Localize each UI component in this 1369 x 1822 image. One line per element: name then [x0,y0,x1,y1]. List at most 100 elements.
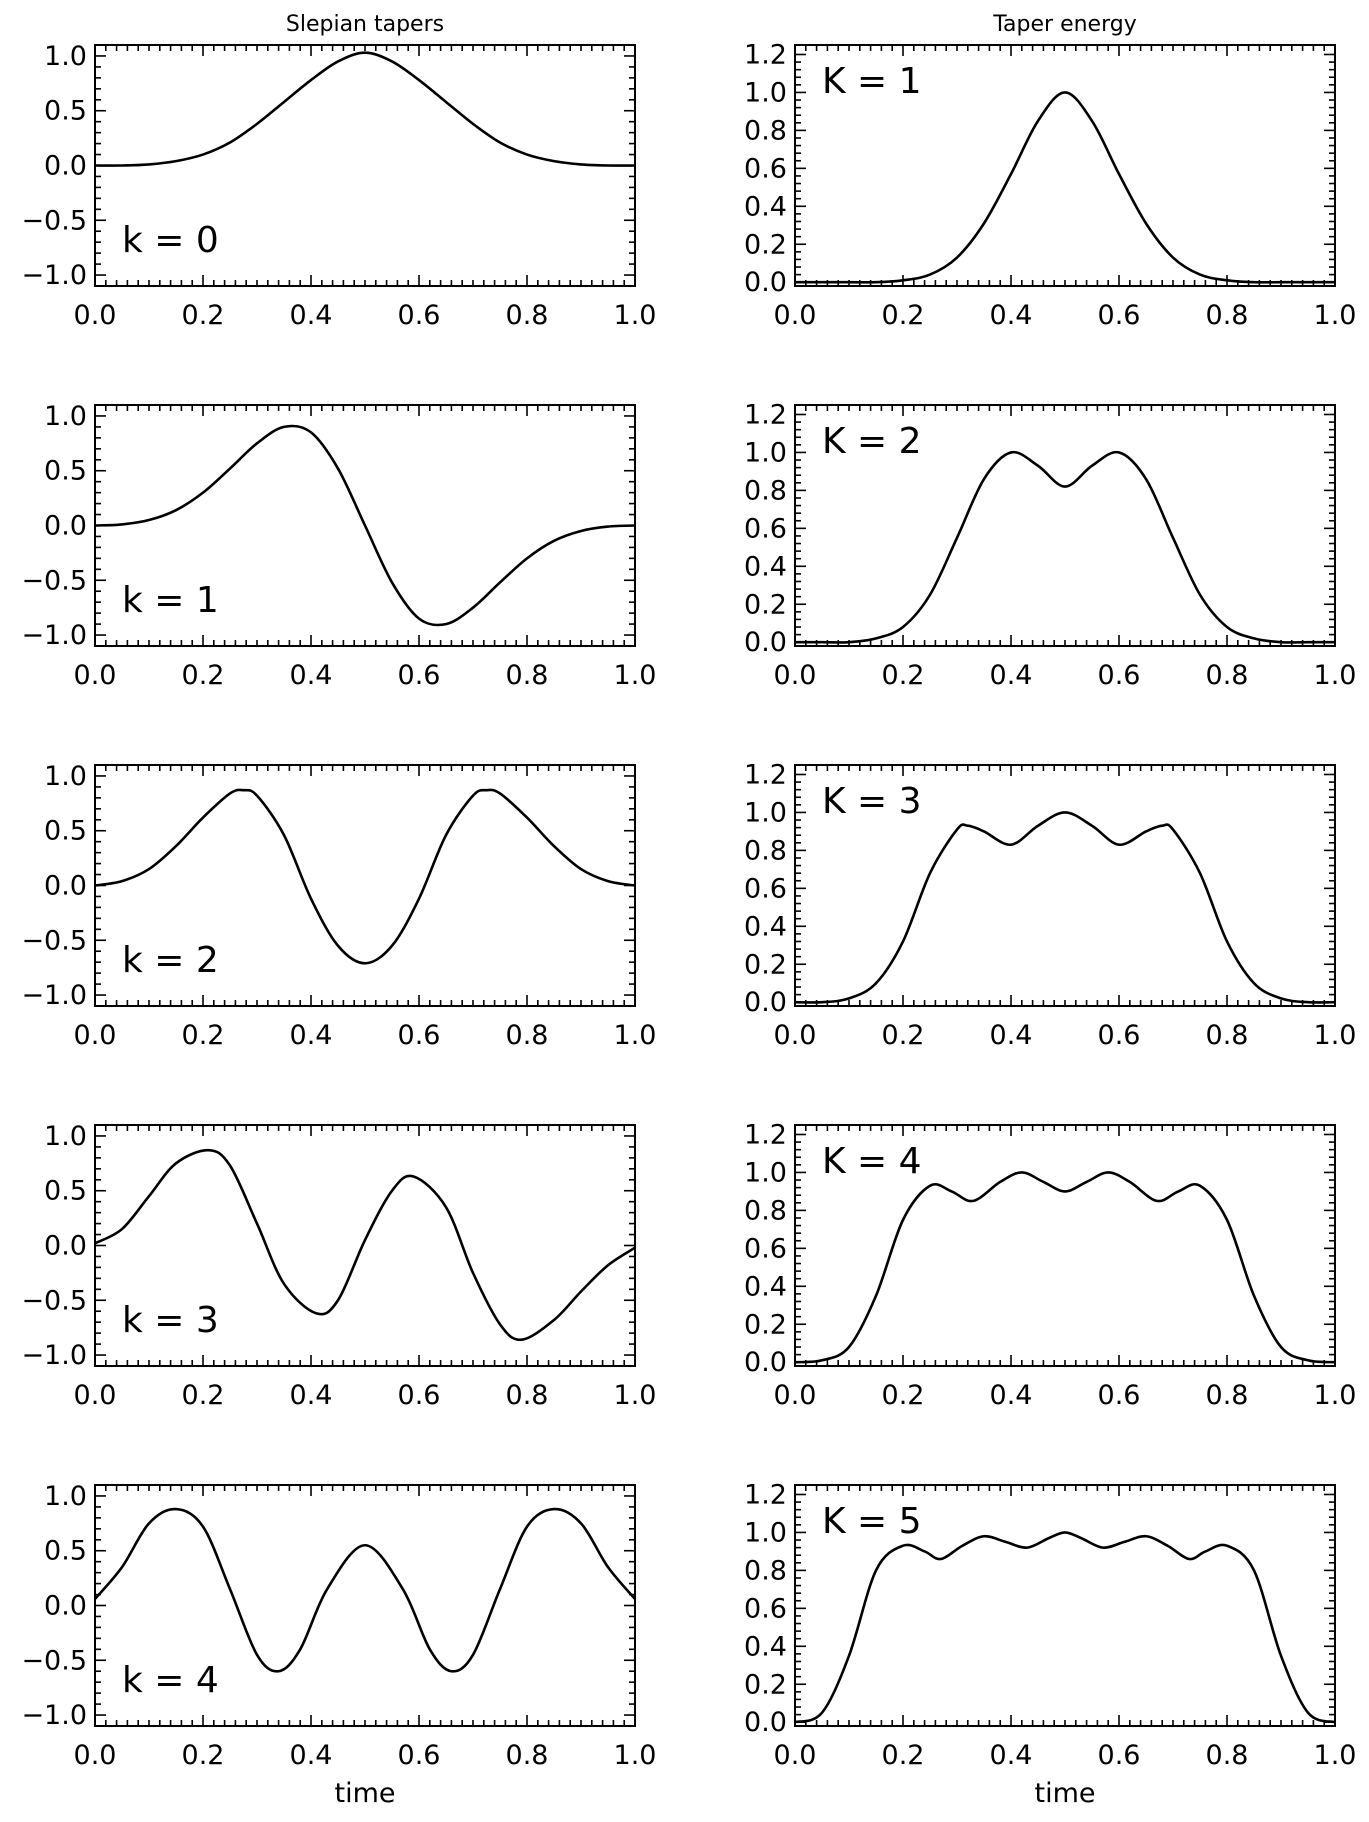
x-tick-label: 0.0 [774,300,817,331]
panel-label: K = 5 [822,1501,922,1542]
y-tick-label: 0.5 [44,96,87,127]
x-tick-label: 0.2 [182,1740,225,1771]
x-tick-label: 0.8 [506,1380,549,1411]
x-tick-label: 0.6 [1098,1020,1141,1051]
y-tick-label: 0.8 [744,1555,787,1586]
series-line [94,424,636,627]
y-tick-label: 1.2 [744,1119,787,1150]
y-tick-label: 0.0 [44,871,87,902]
x-tick-label: 0.4 [290,1380,333,1411]
x-tick-label: 0.4 [990,300,1033,331]
x-tick-label: 0.2 [182,1020,225,1051]
y-tick-label: 1.0 [744,1157,787,1188]
x-tick-label: 0.8 [1206,1020,1249,1051]
y-tick-label: 1.2 [744,759,787,790]
y-tick-label: −0.5 [21,925,87,956]
series-line [794,811,1336,1004]
x-tick-label: 0.0 [774,1380,817,1411]
y-tick-label: 0.4 [744,1271,787,1302]
y-tick-label: 0.0 [44,151,87,182]
y-tick-label: 1.0 [744,437,787,468]
y-tick-label: 1.2 [744,39,787,70]
x-tick-label: 0.4 [290,1740,333,1771]
chart-panel-1: 0.0 0.2 0.4 0.6 0.8 1.0 1.2 1.0 0.8 0.6 0.4 0.2 0.0 K… [744,12,1356,331]
y-tick-label: −1.0 [21,260,87,291]
y-tick-label: 0.2 [744,949,787,980]
y-tick-label: −1.0 [21,980,87,1011]
x-axis-label: time [1034,1778,1095,1809]
panel-label: k = 1 [122,580,219,621]
series-line [94,1148,636,1342]
chart-panel-7: 0.0 0.2 0.4 0.6 0.8 1.0 1.2 1.0 0.8 0.6 0.4 0.2 0.0 K… [744,1119,1356,1411]
x-tick-label: 0.4 [990,1020,1033,1051]
x-tick-label: 0.6 [1098,1740,1141,1771]
panel-label: K = 4 [822,1141,922,1182]
x-tick-label: 0.6 [1098,660,1141,691]
y-tick-label: 0.6 [744,153,787,184]
y-tick-label: 0.2 [744,589,787,620]
chart-title: Slepian tapers [286,12,444,37]
y-tick-label: 1.0 [744,77,787,108]
panel-label: k = 4 [122,1660,219,1701]
panel-label: K = 2 [822,421,922,462]
chart-panel-6: 0.0 0.2 0.4 0.6 0.8 1.0 1.0 0.5 0.0 −0.5 −1.0 k = 3 [21,1121,656,1411]
y-tick-label: 1.0 [744,1517,787,1548]
chart-panel-3: 0.0 0.2 0.4 0.6 0.8 1.0 1.2 1.0 0.8 0.6 0.4 0.2 0.0 K… [744,399,1356,691]
x-tick-label: 0.0 [74,1740,117,1771]
x-tick-label: 1.0 [614,1380,657,1411]
y-tick-label: 0.8 [744,115,787,146]
y-tick-label: 0.2 [744,1309,787,1340]
x-tick-label: 1.0 [614,660,657,691]
x-tick-label: 0.0 [74,1020,117,1051]
x-tick-label: 0.2 [182,1380,225,1411]
series-line [794,1531,1336,1724]
panel-label: k = 2 [122,940,219,981]
x-tick-label: 1.0 [1314,660,1357,691]
y-tick-label: 1.0 [744,797,787,828]
x-tick-label: 0.2 [182,660,225,691]
chart-panel-8: 0.0 0.2 0.4 0.6 0.8 1.0 1.0 0.5 0.0 −0.5 −1.0 k = 4… [21,1481,656,1809]
y-tick-label: 1.2 [744,399,787,430]
y-tick-label: 0.4 [744,191,787,222]
y-tick-label: 0.8 [744,835,787,866]
x-tick-label: 0.0 [74,1380,117,1411]
chart-panel-0: 0.0 0.2 0.4 0.6 0.8 1.0 1.0 0.5 0.0 −0.5 −1.0 k = 0… [21,12,656,331]
y-tick-label: −0.5 [21,205,87,236]
x-tick-label: 0.2 [882,300,925,331]
y-tick-label: 0.4 [744,1631,787,1662]
x-tick-label: 0.2 [882,1380,925,1411]
panel-label: k = 3 [122,1300,219,1341]
x-tick-label: 0.0 [74,660,117,691]
y-tick-label: 0.5 [44,456,87,487]
series-line [94,1507,636,1673]
x-tick-label: 0.6 [398,1740,441,1771]
y-tick-label: 0.4 [744,911,787,942]
x-tick-label: 0.4 [290,660,333,691]
y-tick-label: 1.2 [744,1479,787,1510]
y-tick-label: 0.6 [744,873,787,904]
x-tick-label: 1.0 [1314,1020,1357,1051]
x-tick-label: 0.0 [774,1020,817,1051]
x-tick-label: 0.0 [774,1740,817,1771]
series-line [94,51,636,167]
x-tick-label: 0.2 [882,660,925,691]
panel-label: K = 3 [822,781,922,822]
x-tick-label: 0.0 [774,660,817,691]
x-tick-label: 0.8 [506,1020,549,1051]
panel-label: k = 0 [122,220,219,261]
y-tick-label: 0.6 [744,1593,787,1624]
x-tick-label: 0.8 [1206,1380,1249,1411]
y-tick-label: 0.5 [44,1176,87,1207]
y-tick-label: 0.8 [744,475,787,506]
chart-panel-9: 0.0 0.2 0.4 0.6 0.8 1.0 1.2 1.0 0.8 0.6 0.4 0.2 0.0 K… [744,1479,1356,1809]
y-tick-label: 0.6 [744,1233,787,1264]
x-tick-label: 0.8 [506,660,549,691]
series-line [794,1171,1336,1364]
chart-panel-4: 0.0 0.2 0.4 0.6 0.8 1.0 1.0 0.5 0.0 −0.5 −1.0 k = 2 [21,761,656,1051]
x-tick-label: 0.6 [398,660,441,691]
y-tick-label: 0.0 [744,267,787,298]
y-tick-label: 1.0 [44,1481,87,1512]
x-tick-label: 0.6 [398,1020,441,1051]
x-tick-label: 0.8 [506,300,549,331]
x-tick-label: 0.6 [398,1380,441,1411]
